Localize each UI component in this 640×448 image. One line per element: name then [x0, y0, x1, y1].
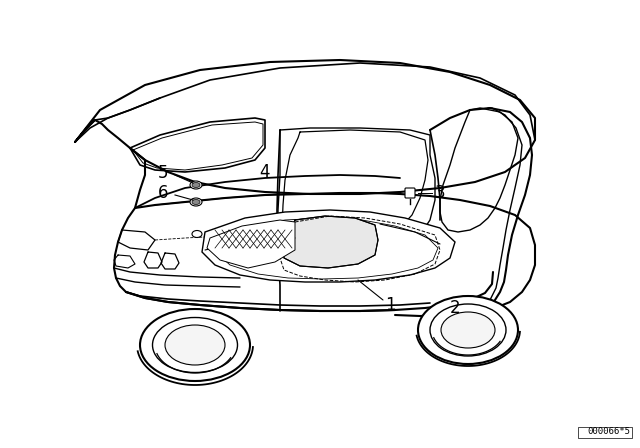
- Ellipse shape: [418, 296, 518, 364]
- Polygon shape: [282, 216, 378, 268]
- Ellipse shape: [441, 312, 495, 348]
- Ellipse shape: [152, 318, 237, 372]
- Text: 4: 4: [260, 163, 270, 181]
- Ellipse shape: [192, 182, 200, 188]
- Text: 1: 1: [385, 296, 396, 314]
- Text: 3: 3: [435, 184, 445, 202]
- Polygon shape: [207, 220, 295, 268]
- Ellipse shape: [190, 181, 202, 189]
- Text: 5: 5: [157, 164, 168, 182]
- Text: 000066*5: 000066*5: [587, 427, 630, 436]
- Text: 6: 6: [157, 184, 168, 202]
- Ellipse shape: [140, 309, 250, 381]
- Ellipse shape: [430, 304, 506, 356]
- Ellipse shape: [165, 325, 225, 365]
- Ellipse shape: [190, 198, 202, 206]
- Text: 2: 2: [450, 299, 460, 317]
- FancyBboxPatch shape: [405, 188, 415, 198]
- Polygon shape: [202, 210, 455, 282]
- Ellipse shape: [192, 199, 200, 204]
